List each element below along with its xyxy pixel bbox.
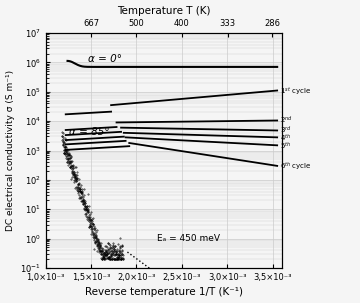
Text: 6$^{th}$ cycle: 6$^{th}$ cycle: [280, 160, 311, 172]
Text: 4$^{th}$: 4$^{th}$: [280, 132, 291, 143]
Text: α = 85°: α = 85°: [69, 127, 110, 137]
X-axis label: Temperature T (K): Temperature T (K): [117, 5, 211, 15]
Text: 1$^{st}$ cycle: 1$^{st}$ cycle: [280, 85, 311, 97]
Text: 2$^{nd}$: 2$^{nd}$: [280, 115, 293, 126]
Text: Eₐ = 450 meV: Eₐ = 450 meV: [157, 234, 220, 243]
Text: 3$^{rd}$: 3$^{rd}$: [280, 125, 292, 136]
Text: α = 0°: α = 0°: [88, 54, 122, 64]
Text: 5$^{th}$: 5$^{th}$: [280, 140, 291, 151]
X-axis label: Reverse temperature 1/T (K⁻¹): Reverse temperature 1/T (K⁻¹): [85, 288, 243, 298]
Y-axis label: DC electrical conductivity σ (S m⁻¹): DC electrical conductivity σ (S m⁻¹): [5, 70, 14, 231]
